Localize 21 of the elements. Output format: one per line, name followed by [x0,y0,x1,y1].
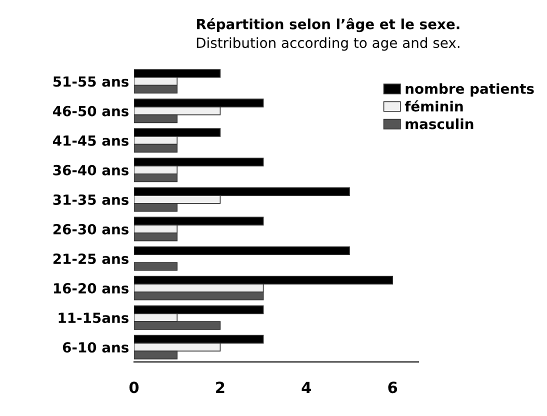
legend-label: masculin [406,118,474,130]
x-tick-label: 4 [302,382,312,393]
x-tick-label: 2 [216,382,224,393]
x-tick-label: 0 [129,382,139,394]
y-tick-label: 26-30 ans [53,224,128,234]
chart-subtitle: Distribution according to age and sex. [196,37,460,51]
y-tick-label: 31-35 ans [53,194,128,205]
legend-label: nombre patients [406,83,534,97]
y-tick-label: 36-40 ans [53,164,128,176]
bar [134,262,178,271]
y-tick-label: 6-10 ans [62,342,128,353]
y-tick-label: 41-45 ans [53,136,128,146]
chart-title: Répartition selon l’âge et le sexe. [197,18,460,32]
y-tick-label: 11-15ans [58,312,128,324]
y-tick-label: 46-50 ans [53,106,128,116]
bar [134,246,350,256]
y-tick-label: 16-20 ans [54,283,128,294]
y-tick-label: 51-55 ans [53,76,128,87]
legend-label: féminin [404,100,463,112]
y-tick-label: 21-25 ans [53,254,128,264]
x-tick-label: 6 [388,382,398,394]
